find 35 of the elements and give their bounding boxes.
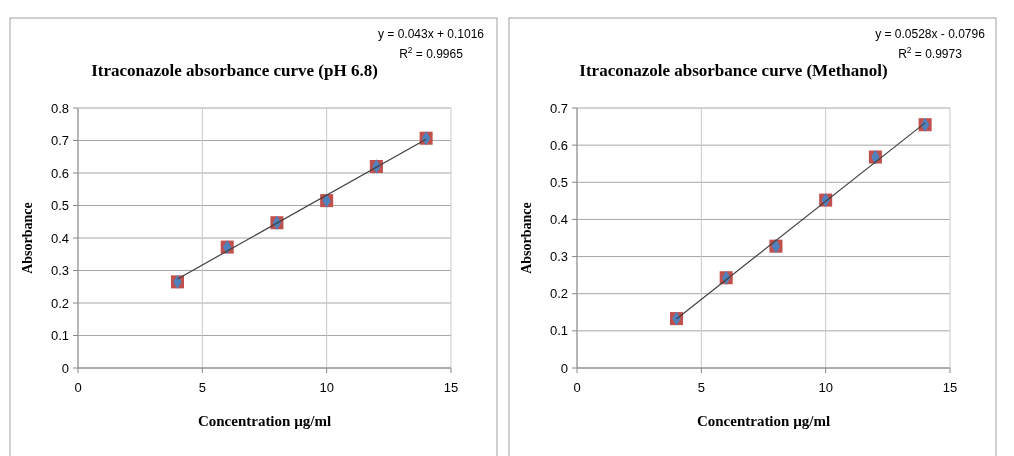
y-tick-label: 0.2 xyxy=(549,286,568,302)
x-tick-label: 0 xyxy=(573,380,581,395)
y-tick-label: 0.1 xyxy=(549,323,568,339)
x-tick-label: 15 xyxy=(942,380,958,395)
x-axis-title: Concentration µg/ml xyxy=(696,413,831,429)
y-tick-label: 0 xyxy=(61,360,69,376)
y-tick-label: 0.4 xyxy=(549,211,568,227)
y-axis-title: Absorbance xyxy=(20,202,35,274)
y-tick-label: 0.2 xyxy=(50,295,69,311)
x-tick-label: 10 xyxy=(319,380,334,395)
y-tick-label: 0.6 xyxy=(549,137,568,153)
y-tick-label: 0.7 xyxy=(50,133,69,149)
x-tick-label: 0 xyxy=(74,380,82,395)
y-axis-title: Absorbance xyxy=(519,202,534,274)
y-tick-label: 0.5 xyxy=(549,174,568,190)
y-tick-label: 0 xyxy=(560,360,568,376)
y-tick-label: 0.1 xyxy=(50,328,69,344)
text: R$^{2}$ = 0.9965 xyxy=(399,45,464,61)
chart-title: Itraconazole absorbance curve (Methanol) xyxy=(579,61,888,80)
y-tick-label: 0.3 xyxy=(549,249,568,265)
y-tick-label: 0.7 xyxy=(549,100,568,116)
x-axis-title: Concentration µg/ml xyxy=(197,413,332,429)
chart-title: Itraconazole absorbance curve (pH 6.8) xyxy=(91,61,378,80)
x-tick-label: 5 xyxy=(697,380,705,395)
x-tick-label: 15 xyxy=(443,380,459,395)
x-tick-label: 5 xyxy=(198,380,206,395)
text: y = 0.043x + 0.1016 xyxy=(377,27,485,41)
y-tick-label: 0.5 xyxy=(50,198,69,214)
text: y = 0.0528x - 0.0796 xyxy=(875,27,986,41)
y-tick-label: 0.4 xyxy=(50,230,69,246)
x-tick-label: 10 xyxy=(818,380,833,395)
y-tick-label: 0.3 xyxy=(50,263,69,279)
y-tick-label: 0.6 xyxy=(50,165,69,181)
text: R$^{2}$ = 0.9973 xyxy=(898,45,963,61)
y-tick-label: 0.8 xyxy=(50,100,69,116)
